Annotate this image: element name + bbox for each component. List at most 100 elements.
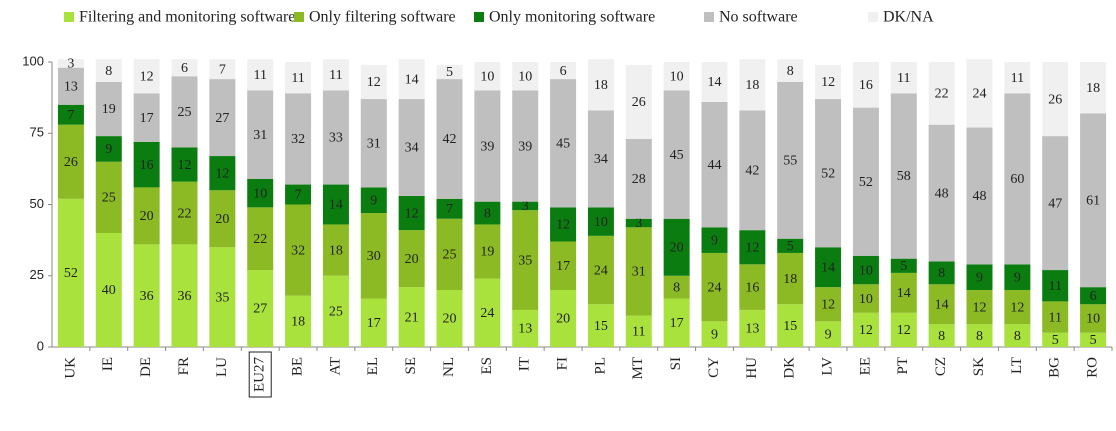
data-label: 6 (560, 64, 567, 79)
x-tick-label: AT (327, 357, 343, 375)
bar-segment (663, 90, 690, 219)
bar-segment (1080, 304, 1107, 333)
data-label: 18 (783, 272, 797, 287)
data-label: 26 (64, 155, 78, 170)
bar-segment (512, 62, 539, 91)
bar-segment (285, 184, 312, 205)
bar-segment (57, 124, 84, 199)
bar-segment (474, 90, 501, 202)
bar-segment (587, 235, 614, 305)
data-label: 24 (594, 263, 608, 278)
bar-segment (360, 298, 387, 347)
bar-segment (360, 187, 387, 214)
data-label: 25 (102, 191, 116, 206)
bar-segment (852, 312, 879, 347)
data-label: 27 (215, 111, 229, 126)
bar-segment (739, 264, 766, 310)
bar-segment (739, 59, 766, 111)
data-label: 12 (556, 218, 570, 233)
bar-segment (512, 210, 539, 310)
x-tick-label: BE (290, 357, 306, 376)
data-label: 10 (594, 215, 608, 230)
bar-segment (247, 270, 274, 347)
highlight-box (248, 351, 272, 398)
legend-label: Filtering and monitoring software (79, 9, 295, 26)
bar-segment (625, 64, 652, 139)
data-label: 7 (67, 108, 74, 123)
bar-segment (701, 252, 728, 322)
bar-segment (663, 275, 690, 299)
bar-segment (928, 324, 955, 347)
data-label: 14 (329, 198, 343, 213)
bar-segment (701, 227, 728, 253)
data-label: 11 (329, 68, 342, 83)
bar-segment (398, 59, 425, 100)
data-label: 20 (215, 212, 229, 227)
data-label: 12 (215, 166, 229, 181)
data-label: 3 (522, 199, 529, 214)
data-label: 52 (859, 175, 873, 190)
data-label: 3 (67, 57, 74, 72)
bar-segment (1080, 62, 1107, 114)
data-label: 10 (1086, 312, 1100, 327)
data-label: 12 (821, 297, 835, 312)
x-tick-label: EU27 (252, 357, 268, 392)
x-tick-label: FI (555, 357, 571, 370)
bar-segment (663, 62, 690, 91)
data-label: 11 (1011, 71, 1024, 86)
data-label: 21 (405, 310, 419, 325)
data-label: 52 (64, 266, 78, 281)
x-tick-label: NL (441, 357, 457, 377)
bar-segment (1042, 270, 1069, 302)
bar-segment (436, 290, 463, 347)
x-tick-label: IT (517, 357, 533, 371)
bar-segment (663, 298, 690, 347)
bar-segment (739, 110, 766, 231)
bar-segment (95, 136, 122, 162)
bar-segment (285, 204, 312, 296)
x-tick-label: UK (62, 357, 78, 379)
y-tick-label: 75 (30, 125, 44, 140)
y-tick-label: 50 (30, 196, 44, 211)
data-label: 26 (1048, 92, 1062, 107)
x-tick-label: EE (857, 357, 873, 375)
data-label: 9 (825, 327, 832, 342)
data-label: 24 (480, 306, 494, 321)
data-label: 14 (708, 75, 722, 90)
bar-segment (95, 59, 122, 82)
data-label: 9 (1014, 270, 1021, 285)
data-label: 55 (783, 154, 797, 169)
bar-segment (966, 290, 993, 325)
bar-segment (133, 59, 160, 94)
data-label: 18 (1086, 81, 1100, 96)
bar-segment (625, 138, 652, 219)
data-label: 14 (935, 297, 949, 312)
data-label: 39 (518, 139, 532, 154)
x-tick-label: EL (365, 357, 381, 375)
bar-segment (474, 62, 501, 91)
bar-segment (57, 59, 84, 68)
bar-segment (1042, 301, 1069, 333)
data-label: 8 (1014, 329, 1021, 344)
bar-segment (815, 64, 842, 100)
data-label: 14 (897, 286, 911, 301)
bar-segment (133, 141, 160, 188)
data-label: 42 (443, 132, 457, 147)
data-label: 13 (64, 79, 78, 94)
legend-swatch (474, 12, 484, 22)
x-tick-label: ES (479, 357, 495, 375)
bar-segment (890, 272, 917, 313)
data-label: 14 (821, 260, 835, 275)
data-label: 10 (518, 69, 532, 84)
x-tick-label: CZ (933, 357, 949, 376)
data-label: 11 (897, 71, 910, 86)
data-label: 45 (556, 136, 570, 151)
bar-segment (777, 304, 804, 347)
bar-segment (474, 201, 501, 225)
bar-segment (966, 59, 993, 128)
data-label: 45 (670, 148, 684, 163)
bar-segment (815, 287, 842, 322)
data-label: 24 (708, 280, 722, 295)
legend-swatch (64, 12, 74, 22)
